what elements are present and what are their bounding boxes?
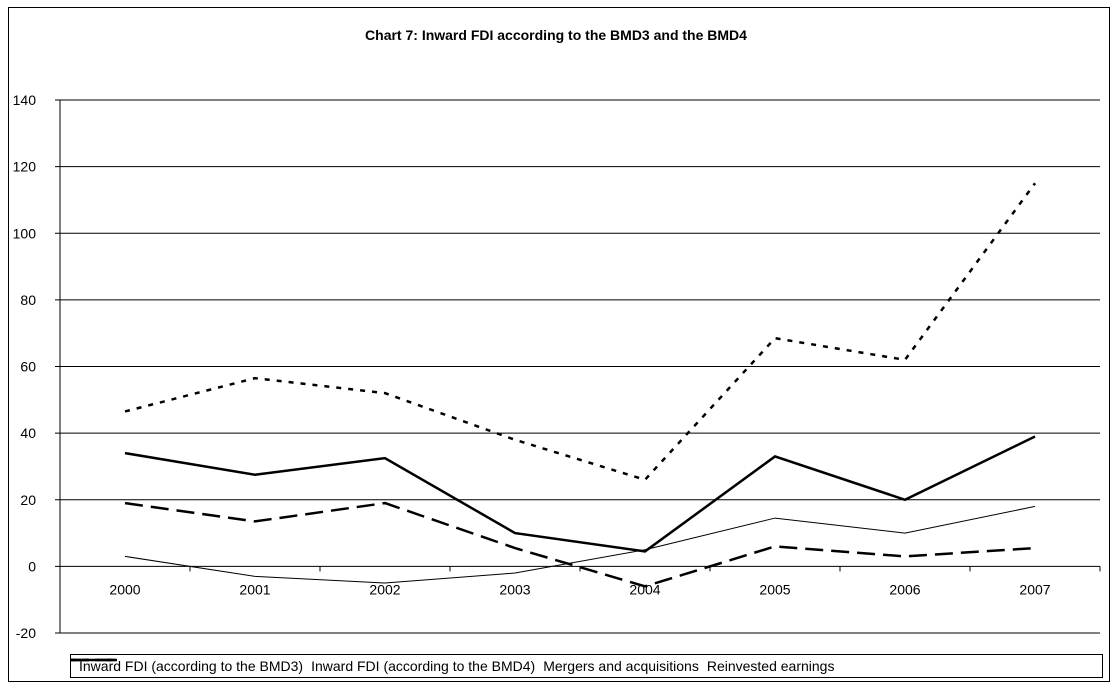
legend: Inward FDI (according to the BMD3) Inward… <box>70 654 1103 678</box>
x-tick-label: 2005 <box>759 581 790 597</box>
x-tick-label: 2003 <box>499 581 530 597</box>
y-tick-label: 60 <box>20 359 36 375</box>
y-tick-label: 120 <box>13 159 37 175</box>
legend-label: Inward FDI (according to the BMD3) <box>79 658 304 674</box>
chart-title: Chart 7: Inward FDI according to the BMD… <box>365 27 747 43</box>
series-line-4 <box>124 505 1036 584</box>
legend-swatch <box>71 659 117 661</box>
series-line-3 <box>124 501 1036 588</box>
x-tick-label: 2000 <box>109 581 140 597</box>
legend-label: Mergers and acquisitions <box>543 658 699 674</box>
series-lines <box>124 182 1037 588</box>
x-tick-labels: 2000 2001 2002 2003 2004 2005 2006 2007 <box>109 581 1050 597</box>
y-tick-labels: -20 0 20 40 60 80 100 120 140 <box>13 92 37 641</box>
y-tick-label: 20 <box>20 492 36 508</box>
gridlines <box>60 99 1100 634</box>
chart-frame <box>8 7 1110 682</box>
x-tick-label: 2007 <box>1019 581 1050 597</box>
legend-label: Reinvested earnings <box>706 658 835 674</box>
x-tick-label: 2006 <box>889 581 920 597</box>
legend-entry-2: Inward FDI (according to the BMD4) <box>71 658 536 674</box>
y-tick-label: 0 <box>28 558 36 574</box>
axes <box>55 99 1101 634</box>
x-tick-label: 2001 <box>239 581 270 597</box>
y-tick-label: 140 <box>13 92 37 108</box>
legend-entry-3: Mergers and acquisitions <box>71 658 699 674</box>
legend-label: Inward FDI (according to the BMD4) <box>311 658 536 674</box>
series-line-2 <box>124 435 1036 553</box>
y-tick-label: -20 <box>16 625 36 641</box>
series-line-1 <box>124 182 1037 482</box>
x-tick-label: 2002 <box>369 581 400 597</box>
y-tick-label: 40 <box>20 425 36 441</box>
y-tick-label: 100 <box>13 225 37 241</box>
legend-entry-4: Reinvested earnings <box>71 658 835 674</box>
y-tick-label: 80 <box>20 292 36 308</box>
